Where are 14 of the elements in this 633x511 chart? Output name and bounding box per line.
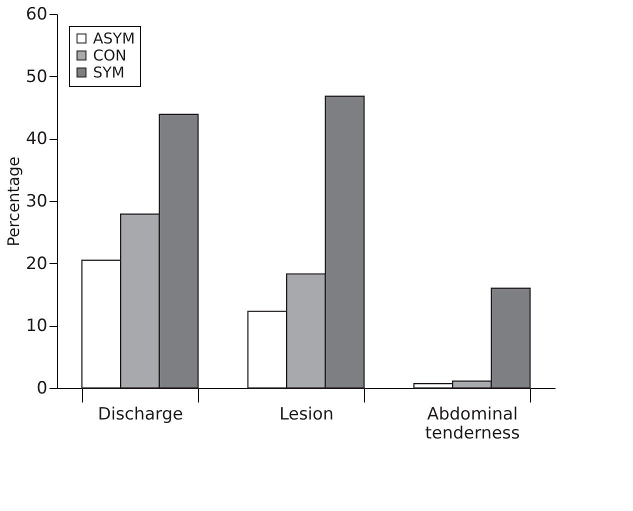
y-tick-label: 30 (26, 192, 48, 212)
legend-label: SYM (93, 64, 125, 82)
x-tick-label: Lesion (279, 404, 334, 424)
legend-label: ASYM (93, 30, 135, 48)
y-tick-label: 10 (26, 316, 48, 336)
y-tick-label: 40 (26, 129, 48, 150)
y-tick-label: 0 (36, 378, 48, 398)
y-tick-label: 60 (26, 4, 48, 24)
y-axis-title: Percentage (4, 156, 23, 247)
x-tick-label: Abdominal tenderness (425, 404, 520, 444)
legend-label: CON (93, 46, 127, 64)
x-tick-label: Discharge (98, 404, 184, 424)
y-tick-label: 50 (26, 66, 48, 87)
y-tick-label: 20 (26, 254, 48, 274)
